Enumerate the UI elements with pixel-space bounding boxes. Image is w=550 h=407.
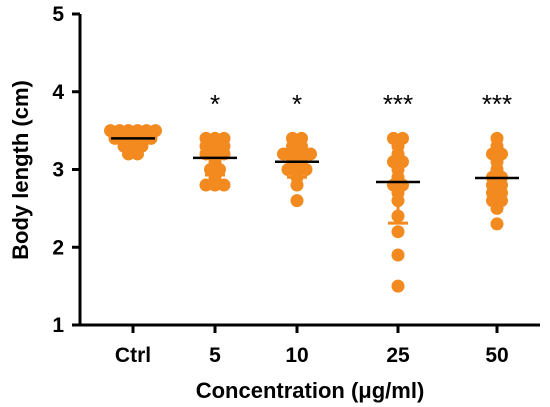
x-tick-label: Ctrl xyxy=(115,344,151,367)
x-tick-label: 25 xyxy=(386,344,410,367)
significance-label: *** xyxy=(482,89,512,119)
group-10: * xyxy=(275,89,319,208)
data-groups: * * *** *** xyxy=(104,89,519,293)
y-tick-label: 1 xyxy=(52,314,64,337)
data-point xyxy=(490,217,504,231)
group-25: *** xyxy=(376,89,420,293)
x-tick-label: 10 xyxy=(285,344,308,367)
data-point xyxy=(131,147,144,161)
data-point xyxy=(277,147,290,161)
significance-label: * xyxy=(210,89,220,119)
data-point xyxy=(290,194,304,208)
data-point xyxy=(199,178,213,192)
y-axis-title: Body length (cm) xyxy=(8,80,33,260)
data-point xyxy=(122,147,135,161)
group-50: *** xyxy=(475,89,519,231)
significance-label: * xyxy=(292,89,302,119)
significance-label: *** xyxy=(383,89,413,119)
data-point xyxy=(391,225,405,239)
y-tick-label: 3 xyxy=(52,159,64,182)
x-ticks: Ctrl 5 10 25 50 xyxy=(115,325,509,367)
data-point xyxy=(208,178,222,192)
group-5: * xyxy=(193,89,237,192)
data-point xyxy=(217,178,231,192)
x-tick-label: 50 xyxy=(485,344,508,367)
x-tick-label: 5 xyxy=(209,344,221,367)
y-tick-label: 4 xyxy=(52,81,64,104)
x-axis-title: Concentration (μg/ml) xyxy=(196,378,425,403)
data-point xyxy=(299,163,313,176)
y-tick-label: 5 xyxy=(52,3,64,26)
y-ticks: 1 2 3 4 5 xyxy=(52,3,80,337)
data-point xyxy=(217,139,231,153)
y-tick-label: 2 xyxy=(52,236,64,259)
data-point xyxy=(391,279,405,293)
data-point xyxy=(391,248,405,262)
group-Ctrl xyxy=(104,124,162,161)
data-point xyxy=(281,163,295,176)
data-point xyxy=(304,147,317,161)
data-point xyxy=(290,178,304,192)
